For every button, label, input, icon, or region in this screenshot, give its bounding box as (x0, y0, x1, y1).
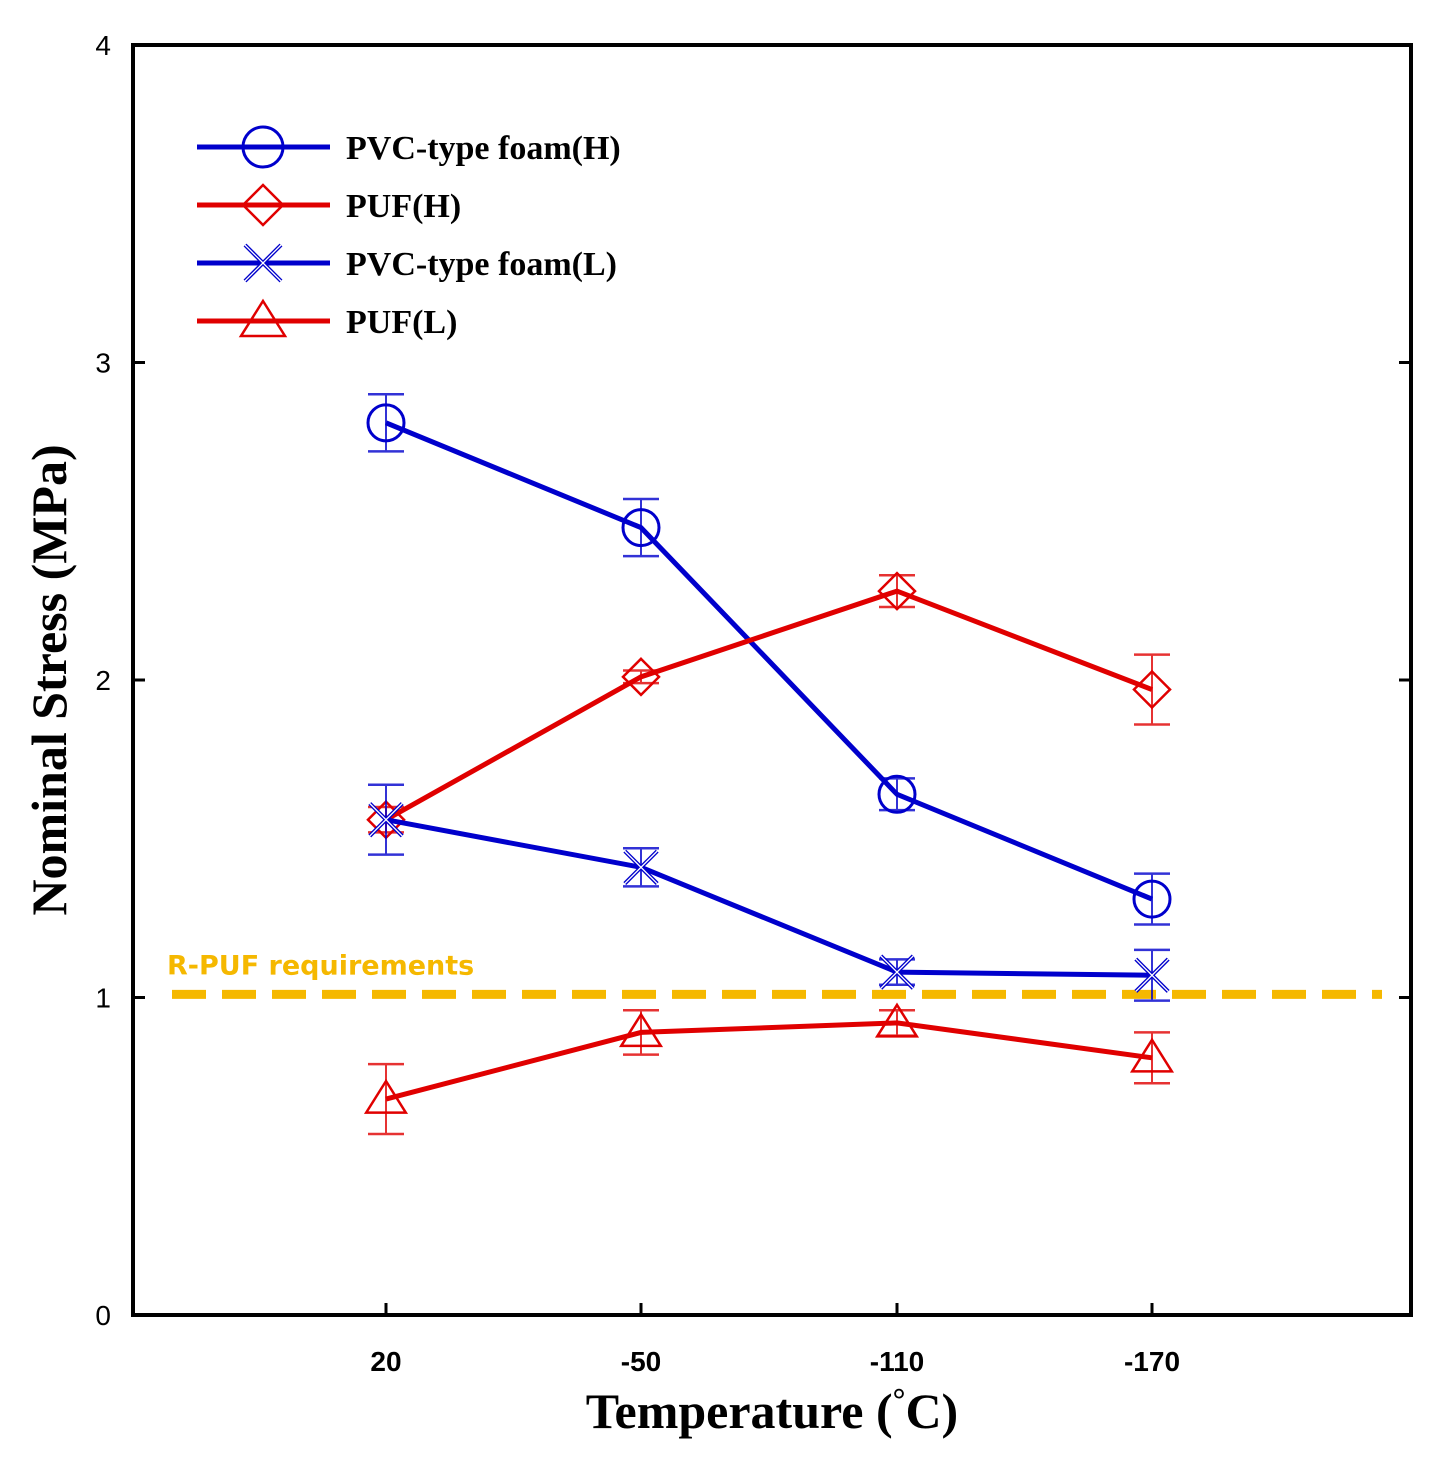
y-axis: 0 1 2 3 4 (95, 30, 1411, 1331)
x-tick-label: -110 (870, 1346, 925, 1377)
series-line (384, 588, 1153, 822)
marker-triangle (238, 298, 288, 338)
marker-circle (241, 125, 285, 169)
series-puf-l (363, 1002, 1175, 1136)
x-axis-title-degree: ° (893, 1381, 906, 1417)
plot-frame (131, 43, 1413, 1317)
legend-item: PUF(L) (197, 298, 457, 341)
marker-x (1134, 957, 1170, 993)
series-line (385, 1020, 1153, 1102)
marker-circle (241, 125, 285, 169)
marker-diamond (621, 657, 661, 697)
marker-diamond (877, 571, 917, 611)
marker-x-inner (369, 803, 403, 837)
marker-x-inner (624, 850, 658, 884)
marker-circle (877, 774, 917, 814)
legend-label: PVC-type foam(H) (346, 130, 621, 167)
reference-line-label: R-PUF requirements (167, 950, 474, 981)
marker-circle (1132, 879, 1172, 919)
marker-circle (366, 403, 406, 443)
series-pvc-type-foam-h (366, 393, 1172, 926)
marker-x (879, 954, 915, 990)
x-axis: 20 -50 -110 -170 (370, 1303, 1180, 1377)
marker-triangle (1129, 1037, 1175, 1073)
series-group (363, 393, 1175, 1136)
marker-triangle (618, 1012, 664, 1048)
legend: PVC-type foam(H) PUF(H) PVC-type foam(L) PU… (197, 125, 621, 341)
series-line (385, 420, 1153, 902)
marker-circle (621, 508, 661, 548)
marker-circle (1132, 879, 1172, 919)
legend-item: PVC-type foam(L) (197, 243, 617, 283)
marker-diamond (241, 183, 285, 227)
x-tick-label: 20 (370, 1346, 401, 1377)
marker-circle (877, 774, 917, 814)
legend-item: PVC-type foam(H) (197, 125, 621, 169)
series-line (385, 817, 1153, 978)
error-bar (879, 777, 915, 812)
error-bar (879, 573, 915, 609)
marker-x (623, 849, 659, 885)
marker-triangle (363, 1078, 409, 1114)
marker-circle (621, 508, 661, 548)
marker-diamond (1132, 669, 1172, 710)
y-tick-label: 0 (95, 1300, 111, 1331)
y-tick-label: 3 (95, 348, 111, 379)
marker-diamond (877, 571, 917, 611)
marker-triangle (363, 1078, 409, 1114)
series-pvc-type-foam-l (368, 783, 1170, 1002)
marker-triangle (874, 1002, 920, 1038)
marker-diamond (621, 657, 661, 697)
y-tick-label: 1 (95, 983, 111, 1014)
marker-x-inner (1135, 958, 1169, 992)
series-puf-h (366, 571, 1172, 840)
marker-x-inner (880, 955, 914, 989)
marker-triangle (1129, 1037, 1175, 1073)
error-bar (623, 1008, 659, 1056)
error-bar (1134, 653, 1170, 726)
y-tick-label: 4 (95, 30, 111, 61)
marker-triangle (618, 1012, 664, 1048)
marker-diamond (241, 183, 285, 227)
x-axis-title-unit: C) (905, 1383, 958, 1439)
marker-x (368, 802, 404, 838)
marker-diamond (1132, 669, 1172, 710)
x-tick-label: -170 (1124, 1346, 1180, 1377)
x-axis-title-text: Temperature ( (586, 1383, 893, 1439)
marker-circle (366, 403, 406, 443)
marker-x-inner (244, 244, 282, 282)
legend-label: PVC-type foam(L) (346, 246, 617, 283)
legend-label: PUF(H) (346, 188, 461, 225)
reference-line-group: R-PUF requirements (167, 950, 1382, 999)
marker-triangle (874, 1002, 920, 1038)
x-axis-title: Temperature (°C) (586, 1381, 958, 1439)
y-axis-title: Nominal Stress (MPa) (21, 444, 77, 915)
error-bar (368, 1062, 404, 1136)
y-tick-label: 2 (95, 665, 111, 696)
legend-label: PUF(L) (346, 304, 457, 341)
x-tick-label: -50 (621, 1346, 661, 1377)
legend-item: PUF(H) (197, 183, 461, 227)
marker-x (243, 243, 283, 283)
marker-triangle (238, 298, 288, 338)
